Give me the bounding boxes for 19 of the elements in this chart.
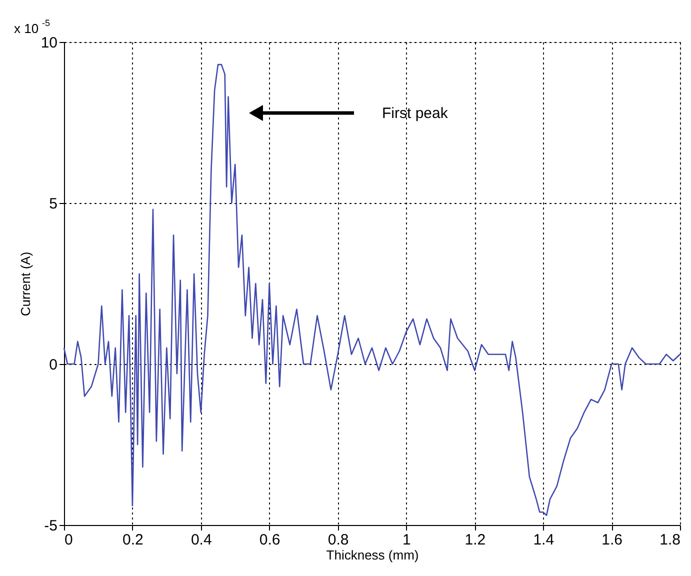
x-axis-title: Thickness (mm) [326,548,419,562]
x-tick-label: 0.6 [259,532,280,548]
y-tick-label: 5 [49,196,58,212]
x-tick-label: 0.4 [190,532,212,548]
text: x 10-5 [14,18,50,36]
annotation: First peak [382,105,448,122]
y-tick-label: 10 [40,34,58,52]
x-tick-label: 0.8 [328,532,349,548]
x-tick-label: 0 [64,532,73,548]
x-tick-label: 1.6 [602,532,622,548]
y-tick-label: -5 [44,518,58,534]
line-series [63,64,681,516]
x-tick-label: 1.4 [533,532,554,548]
y-tick-label: 0 [49,356,58,374]
x-tick-label: 1 [402,532,411,548]
y-axis-title: Current (A) [18,252,33,316]
x-tick-label: 1.2 [464,532,486,548]
x-tick-label: 1.8 [660,532,680,548]
x-tick-label: 0.2 [122,532,144,548]
